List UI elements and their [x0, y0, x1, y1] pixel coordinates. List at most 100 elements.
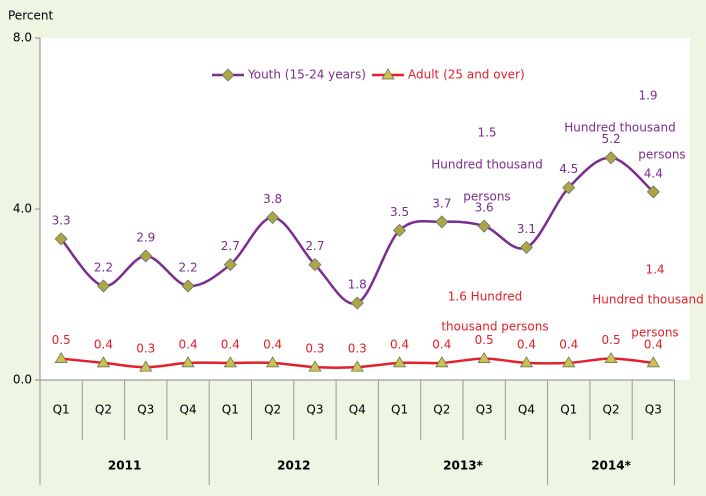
data-point [350, 360, 364, 372]
x-tick-label: Q3 [476, 403, 493, 417]
data-label: 0.3 [305, 342, 324, 356]
data-point [181, 279, 195, 293]
group-label: 2012 [277, 459, 310, 473]
x-tick-label: Q1 [53, 403, 70, 417]
data-point [54, 232, 68, 246]
data-label: 0.5 [475, 333, 494, 347]
data-point [54, 351, 68, 363]
data-point [308, 258, 322, 272]
data-label: 0.3 [348, 342, 367, 356]
data-point [519, 240, 533, 254]
data-label: 2.9 [136, 231, 155, 245]
data-point [96, 279, 110, 293]
x-tick-label: Q2 [603, 403, 620, 417]
data-label: 2.2 [179, 260, 198, 274]
data-point [308, 360, 322, 372]
data-label: 0.4 [390, 337, 409, 351]
data-label: 0.4 [432, 337, 451, 351]
legend-label: Youth (15-24 years) [247, 68, 366, 82]
annotation: Hundred thousand [592, 293, 703, 307]
group-label: 2011 [108, 459, 141, 473]
data-label: 3.5 [390, 205, 409, 219]
data-point [477, 219, 491, 233]
data-point [266, 211, 280, 225]
legend-label: Adult (25 and over) [408, 68, 525, 82]
data-label: 0.4 [179, 337, 198, 351]
data-point [393, 223, 407, 237]
x-tick-label: Q3 [306, 403, 323, 417]
data-label: 3.7 [432, 196, 451, 210]
annotation: Hundred thousand [564, 121, 675, 135]
data-label: 3.1 [517, 222, 536, 236]
group-label: 2014* [591, 459, 631, 473]
data-label: 0.5 [602, 333, 621, 347]
x-tick-label: Q1 [391, 403, 408, 417]
data-point [266, 356, 280, 368]
data-point [435, 356, 449, 368]
x-tick-label: Q4 [518, 403, 535, 417]
data-label: 2.7 [305, 239, 324, 253]
x-tick-label: Q1 [222, 403, 239, 417]
data-point [477, 351, 491, 363]
annotation: persons [631, 326, 678, 340]
legend-marker [221, 68, 235, 82]
x-tick-label: Q4 [180, 403, 197, 417]
y-tick-label: 8.0 [13, 31, 32, 45]
x-tick-label: Q4 [349, 403, 366, 417]
data-label: 0.4 [263, 337, 282, 351]
annotation: 1.5 [477, 126, 496, 140]
x-tick-label: Q2 [95, 403, 112, 417]
y-axis-label: Percent [8, 9, 53, 23]
data-point [562, 356, 576, 368]
annotation: 1.4 [645, 263, 664, 277]
data-point [181, 356, 195, 368]
data-point [604, 151, 618, 165]
x-tick-label: Q2 [433, 403, 450, 417]
data-label: 3.6 [475, 201, 494, 215]
group-label: 2013* [443, 459, 483, 473]
annotation: persons [638, 148, 685, 162]
data-label: 3.8 [263, 192, 282, 206]
data-label: 0.5 [52, 333, 71, 347]
plot-area [40, 38, 690, 380]
data-label: 5.2 [602, 132, 621, 146]
data-point [139, 360, 153, 372]
data-point [223, 356, 237, 368]
data-label: 0.4 [94, 337, 113, 351]
y-tick-label: 4.0 [13, 202, 32, 216]
data-label: 4.5 [559, 162, 578, 176]
x-tick-label: Q1 [560, 403, 577, 417]
data-label: 0.4 [644, 337, 663, 351]
annotation: thousand persons [441, 320, 548, 334]
legend-marker [381, 68, 395, 80]
y-tick-label: 0.0 [13, 373, 32, 387]
data-point [646, 356, 660, 368]
data-point [96, 356, 111, 368]
x-tick-label: Q2 [264, 403, 281, 417]
x-tick-label: Q3 [137, 403, 154, 417]
data-point [392, 356, 407, 368]
data-point [350, 296, 364, 310]
data-point [604, 351, 618, 363]
annotation: persons [463, 190, 510, 204]
x-tick-label: Q3 [645, 403, 662, 417]
data-label: 2.2 [94, 260, 113, 274]
data-point [435, 215, 449, 229]
data-label: 0.3 [136, 342, 155, 356]
annotation: 1.6 Hundred [448, 290, 522, 304]
data-label: 1.8 [348, 278, 367, 292]
data-label: 0.4 [559, 337, 578, 351]
data-label: 3.3 [52, 213, 71, 227]
annotation: 1.9 [638, 89, 657, 103]
data-point [223, 258, 237, 272]
data-label: 0.4 [221, 337, 240, 351]
data-point [519, 356, 534, 368]
data-point [562, 181, 576, 195]
data-point [646, 185, 660, 199]
data-label: 0.4 [517, 337, 536, 351]
data-point [139, 249, 153, 263]
data-label: 2.7 [221, 239, 240, 253]
annotation: Hundred thousand [431, 158, 542, 172]
